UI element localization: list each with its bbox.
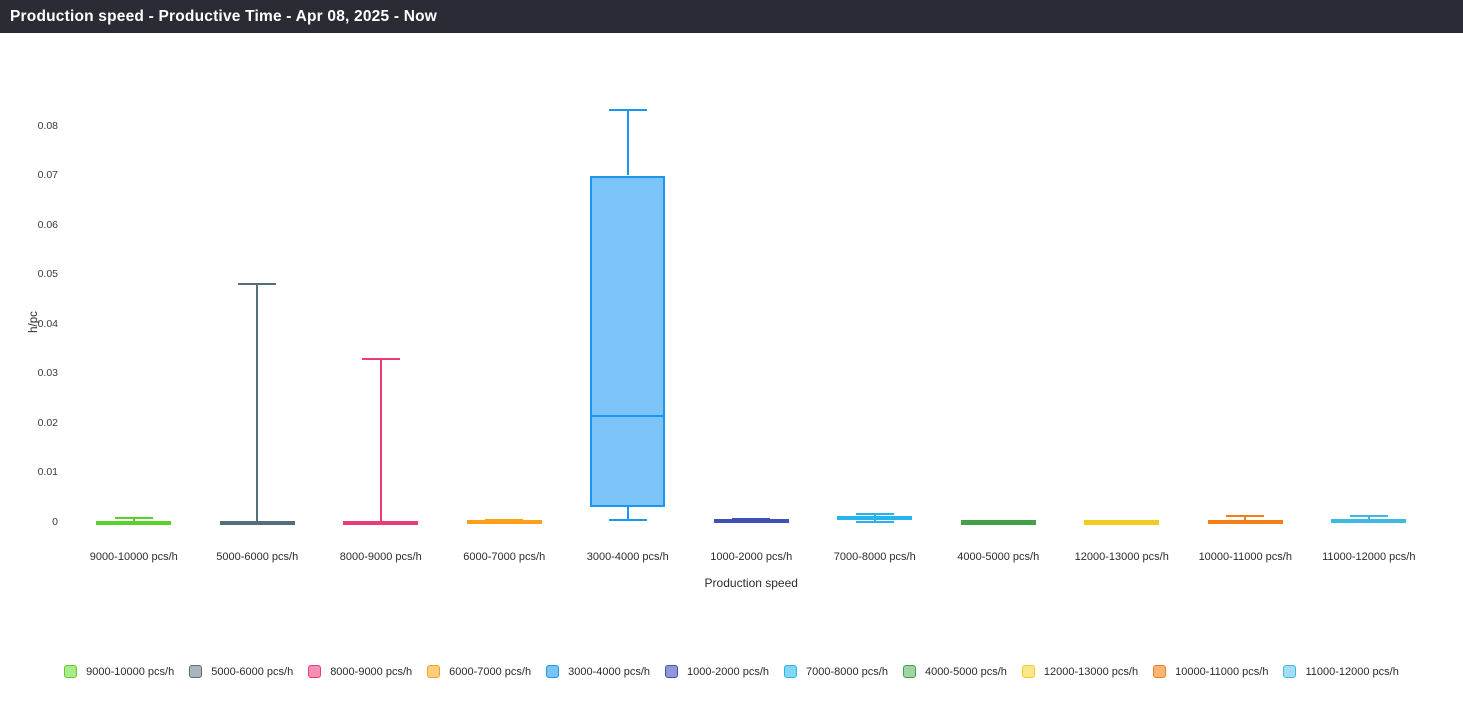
legend-swatch — [1021, 665, 1035, 678]
whisker-cap-high — [855, 513, 894, 516]
legend-item-6000-7000-pcs-h[interactable]: 6000-7000 pcs/h — [427, 665, 531, 678]
legend-label: 11000-12000 pcs/h — [1305, 665, 1399, 678]
y-tick-label: 0.05 — [37, 268, 58, 280]
y-tick-label: 0.07 — [37, 169, 58, 181]
whisker-stem-upper — [1244, 516, 1247, 520]
whisker-stem-upper — [626, 109, 629, 176]
whisker-stem-upper — [379, 358, 382, 521]
median-line — [960, 520, 1036, 522]
legend-label: 4000-5000 pcs/h — [924, 665, 1007, 678]
legend-item-4000-5000-pcs-h[interactable]: 4000-5000 pcs/h — [902, 665, 1007, 678]
x-category-label: 3000-4000 pcs/h — [586, 551, 669, 563]
legend-swatch — [665, 665, 679, 678]
y-tick-label: 0.06 — [37, 218, 58, 231]
legend-item-3000-4000-pcs-h[interactable]: 3000-4000 pcs/h — [546, 665, 650, 678]
whisker-stem-upper — [256, 284, 259, 521]
x-category-label: 4000-5000 pcs/h — [957, 551, 1040, 563]
legend-item-10000-11000-pcs-h[interactable]: 10000-11000 pcs/h — [1153, 665, 1268, 678]
x-category-label: 6000-7000 pcs/h — [463, 551, 546, 563]
whisker-cap-high — [608, 108, 647, 111]
median-line — [466, 519, 542, 522]
legend-label: 9000-10000 pcs/h — [86, 665, 175, 678]
legend-label: 12000-13000 pcs/h — [1043, 665, 1139, 678]
whisker-cap-high — [1226, 515, 1265, 518]
legend-label: 10000-11000 pcs/h — [1175, 665, 1269, 678]
median-line — [590, 414, 666, 417]
whisker-stem-upper — [1367, 516, 1370, 520]
median-line — [219, 520, 295, 523]
legend-label: 6000-7000 pcs/h — [449, 665, 532, 678]
whisker-stem-lower — [626, 507, 629, 520]
x-category-label: 1000-2000 pcs/h — [710, 551, 793, 563]
box-iqr — [590, 175, 666, 508]
legend-label: 8000-9000 pcs/h — [330, 665, 413, 678]
legend-swatch — [308, 665, 322, 678]
x-category-label: 5000-6000 pcs/h — [216, 551, 299, 563]
legend-label: 7000-8000 pcs/h — [806, 665, 888, 678]
y-tick-label: 0 — [52, 515, 58, 528]
whisker-cap-high — [1349, 515, 1388, 518]
median-line — [1331, 519, 1407, 522]
whisker-cap-high — [238, 283, 277, 286]
legend-swatch — [189, 665, 203, 678]
y-tick-label: 0.02 — [37, 416, 58, 429]
legend-swatch — [427, 665, 441, 678]
box-iqr — [1084, 521, 1160, 525]
whisker-cap-high — [732, 517, 771, 520]
whisker-cap-low — [608, 518, 647, 521]
legend-swatch — [1283, 665, 1297, 678]
window-title-bar: Production speed - Productive Time - Apr… — [0, 0, 1463, 33]
legend-item-11000-12000-pcs-h[interactable]: 11000-12000 pcs/h — [1283, 665, 1399, 678]
x-category-label: 12000-13000 pcs/h — [1074, 551, 1169, 563]
legend-label: 1000-2000 pcs/h — [687, 665, 769, 678]
median-line — [1084, 520, 1160, 522]
median-line — [343, 520, 419, 523]
y-tick-label: 0.04 — [37, 317, 58, 330]
legend-item-5000-6000-pcs-h[interactable]: 5000-6000 pcs/h — [189, 665, 293, 678]
median-line — [96, 520, 172, 523]
legend-item-9000-10000-pcs-h[interactable]: 9000-10000 pcs/h — [64, 665, 174, 678]
legend-item-12000-13000-pcs-h[interactable]: 12000-13000 pcs/h — [1021, 665, 1139, 678]
legend-swatch — [902, 665, 916, 678]
legend-swatch — [64, 665, 78, 678]
x-category-label: 8000-9000 pcs/h — [339, 551, 422, 563]
x-axis-title: Production speed — [704, 576, 798, 590]
x-category-label: 7000-8000 pcs/h — [833, 551, 916, 563]
y-tick-label: 0.03 — [37, 367, 58, 379]
box-iqr — [960, 521, 1036, 525]
x-category-label: 9000-10000 pcs/h — [89, 551, 178, 563]
legend-item-1000-2000-pcs-h[interactable]: 1000-2000 pcs/h — [665, 665, 769, 678]
median-line — [1207, 520, 1283, 522]
whisker-cap-high — [361, 357, 400, 360]
x-category-label: 10000-11000 pcs/h — [1198, 551, 1292, 563]
page-title: Production speed - Productive Time - Apr… — [10, 7, 438, 25]
legend-label: 3000-4000 pcs/h — [568, 665, 651, 678]
legend-item-8000-9000-pcs-h[interactable]: 8000-9000 pcs/h — [308, 665, 412, 678]
legend-label: 5000-6000 pcs/h — [211, 665, 294, 678]
whisker-cap-low — [855, 520, 894, 523]
legend-swatch — [784, 665, 797, 678]
x-category-label: 11000-12000 pcs/h — [1322, 551, 1416, 563]
y-tick-label: 0.01 — [37, 466, 58, 478]
chart-legend: 9000-10000 pcs/h 5000-6000 pcs/h 8000-9000… — [0, 665, 1463, 678]
median-line — [713, 519, 789, 522]
legend-swatch — [1153, 665, 1167, 678]
legend-swatch — [546, 665, 560, 678]
whisker-stem-upper — [132, 518, 135, 521]
y-tick-label: 0.08 — [37, 119, 58, 132]
median-line — [837, 517, 913, 520]
legend-item-7000-8000-pcs-h[interactable]: 7000-8000 pcs/h — [784, 665, 888, 678]
whisker-cap-high — [114, 517, 153, 520]
